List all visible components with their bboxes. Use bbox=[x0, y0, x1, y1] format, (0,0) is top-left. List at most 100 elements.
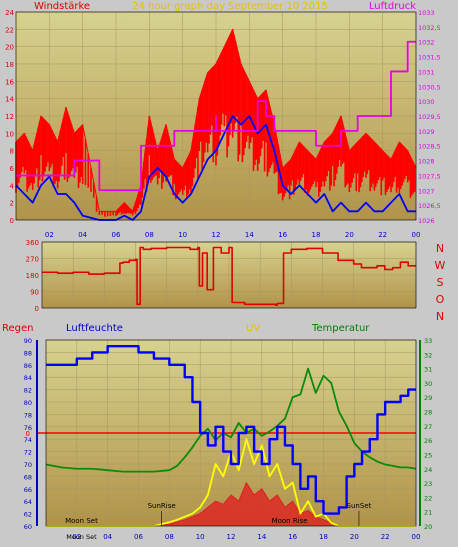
annotation-label: Moon Rise bbox=[272, 517, 308, 525]
time-tick-label: 22 bbox=[378, 231, 387, 239]
direction-axes: 0 90 180 270 360 bbox=[26, 239, 417, 313]
rain-tick-label: 0 bbox=[26, 430, 30, 438]
temperature-tick-label: 20 bbox=[424, 523, 432, 531]
temperature-tick-label: 21 bbox=[424, 509, 432, 517]
temperature-tick-label: 32 bbox=[424, 351, 432, 359]
temperature-tick-label: 27 bbox=[424, 423, 432, 431]
annotation-label: SunSet bbox=[347, 502, 372, 510]
uv-label: UV bbox=[246, 323, 260, 334]
wind-tick-label: 16 bbox=[5, 78, 14, 86]
rain-axis-label: Regen bbox=[2, 323, 34, 334]
humidity-tick-label: 70 bbox=[24, 461, 32, 469]
temperature-tick-label: 29 bbox=[424, 394, 432, 402]
pressure-tick-label: 1030 bbox=[418, 98, 435, 106]
solar-area bbox=[46, 482, 416, 526]
annotation-label: Moon Set bbox=[65, 517, 98, 525]
pressure-tick-label: 1033 bbox=[418, 9, 435, 17]
temperature-tick-label: 28 bbox=[424, 409, 432, 417]
humidity-tick-label: 64 bbox=[24, 498, 32, 506]
pressure-axis-label: Luftdruck bbox=[369, 1, 416, 12]
humidity-line bbox=[46, 345, 416, 515]
temperature-tick-label: 23 bbox=[424, 480, 432, 488]
wind-tick-label: 8 bbox=[10, 148, 14, 156]
pressure-tick-label: 1026,5 bbox=[418, 202, 441, 210]
direction-plot-border bbox=[41, 241, 417, 309]
pressure-tick-label: 1027,5 bbox=[418, 172, 441, 180]
pressure-line bbox=[16, 40, 416, 192]
pressure-tick-label: 1028,5 bbox=[418, 143, 441, 151]
direction-tick-label: 360 bbox=[26, 239, 39, 247]
humidity-tick-label: 86 bbox=[24, 362, 32, 370]
humidity-tick-label: 78 bbox=[24, 411, 32, 419]
climate-marks bbox=[37, 345, 417, 527]
climate-chart: 60 62 64 66 68 70 72 74 76 78 80 82 84 86 88 90 20 21 22 23… bbox=[2, 323, 432, 541]
time-tick-label: 10 bbox=[178, 231, 187, 239]
compass-letter: S bbox=[437, 276, 444, 289]
humidity-tick-label: 82 bbox=[24, 387, 32, 395]
time-tick-label: 14 bbox=[245, 231, 254, 239]
wind-gust-line bbox=[15, 28, 417, 212]
climate-axes: 60 62 64 66 68 70 72 74 76 78 80 82 84 86 88 90 20 21 22 23… bbox=[24, 337, 433, 541]
sun-moon-annotations: Moon Set SunRise Moon Rise SunSet Moon Set bbox=[65, 502, 372, 541]
temperature-tick-label: 25 bbox=[424, 451, 432, 459]
time-tick-label: 18 bbox=[319, 533, 328, 541]
time-tick-label: 00 bbox=[412, 231, 421, 239]
wind-direction-line bbox=[42, 246, 416, 307]
time-tick-label: 08 bbox=[165, 533, 174, 541]
wind-tick-label: 0 bbox=[10, 217, 14, 225]
humidity-tick-label: 72 bbox=[24, 449, 32, 457]
wind-tick-label: 12 bbox=[5, 113, 14, 121]
pressure-tick-label: 1032 bbox=[418, 39, 435, 47]
compass-letter: N bbox=[436, 310, 444, 323]
time-tick-label: 16 bbox=[288, 533, 297, 541]
temperature-tick-label: 22 bbox=[424, 494, 432, 502]
time-tick-label: 06 bbox=[112, 231, 121, 239]
time-tick-label: 08 bbox=[145, 231, 154, 239]
pressure-tick-label: 1027 bbox=[418, 187, 435, 195]
temperature-line bbox=[45, 367, 417, 473]
humidity-tick-label: 60 bbox=[24, 523, 32, 531]
compass-letter: O bbox=[436, 293, 445, 306]
time-tick-label: 18 bbox=[312, 231, 321, 239]
direction-tick-label: 0 bbox=[35, 305, 39, 313]
wind-axes: 02468101214161820222410261026,510271027,… bbox=[5, 9, 441, 239]
wind-tick-label: 22 bbox=[5, 26, 14, 34]
time-tick-label: 16 bbox=[278, 231, 287, 239]
time-tick-label: 04 bbox=[103, 533, 112, 541]
wind-tick-label: 18 bbox=[5, 61, 14, 69]
humidity-tick-label: 90 bbox=[24, 337, 32, 345]
solar-line bbox=[46, 482, 416, 527]
compass-letter: W bbox=[435, 259, 446, 272]
wind-tick-label: 14 bbox=[5, 96, 14, 104]
time-tick-label: 10 bbox=[196, 533, 205, 541]
temperature-tick-label: 26 bbox=[424, 437, 432, 445]
humidity-tick-label: 74 bbox=[24, 436, 32, 444]
wind-tick-label: 24 bbox=[5, 9, 14, 17]
direction-tick-label: 270 bbox=[26, 256, 39, 264]
time-tick-label: 02 bbox=[72, 533, 81, 541]
wind-tick-label: 2 bbox=[10, 200, 14, 208]
humidity-tick-label: 68 bbox=[24, 473, 32, 481]
temperature-label: Temperatur bbox=[311, 323, 370, 334]
time-tick-label: 20 bbox=[345, 231, 354, 239]
time-tick-label: 12 bbox=[212, 231, 221, 239]
annotation-label: SunRise bbox=[148, 502, 176, 510]
time-tick-label: 14 bbox=[257, 533, 266, 541]
temperature-tick-label: 30 bbox=[424, 380, 432, 388]
humidity-label: Luftfeuchte bbox=[66, 323, 123, 334]
temperature-tick-label: 24 bbox=[424, 466, 432, 474]
wind-axis-label: Windstärke bbox=[34, 1, 90, 12]
pressure-tick-label: 1026 bbox=[418, 217, 435, 225]
time-tick-label: 22 bbox=[381, 533, 390, 541]
direction-tick-label: 90 bbox=[30, 289, 39, 297]
time-tick-label: 04 bbox=[78, 231, 87, 239]
wind-marks bbox=[15, 28, 417, 221]
wind-pressure-chart: 02468101214161820222410261026,510271027,… bbox=[5, 1, 441, 239]
humidity-tick-label: 66 bbox=[24, 486, 32, 494]
pressure-tick-label: 1028 bbox=[418, 158, 435, 166]
wind-tick-label: 4 bbox=[10, 182, 15, 190]
humidity-tick-label: 62 bbox=[24, 511, 32, 519]
pressure-tick-label: 1030,5 bbox=[418, 83, 441, 91]
